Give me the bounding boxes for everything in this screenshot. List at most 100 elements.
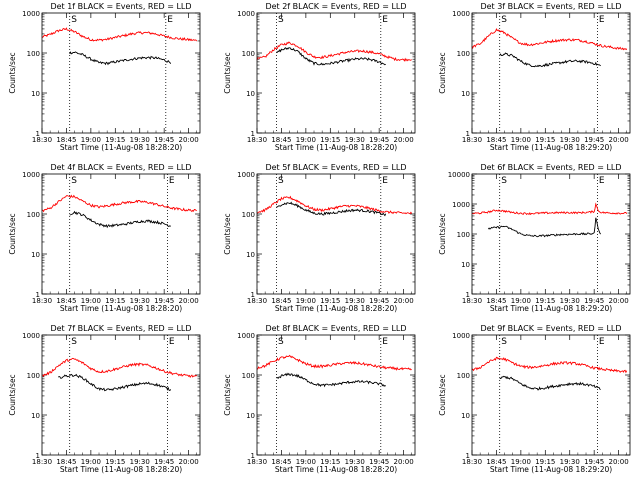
x-tick-label: 19:00 xyxy=(511,297,531,305)
panel-5: Det 5f BLACK = Events, RED = LLD 1 10 100 10… xyxy=(223,163,416,313)
series-line-events xyxy=(487,217,602,238)
x-tick-label: 19:30 xyxy=(345,297,365,305)
marker-label: S xyxy=(71,15,77,25)
panel-4: Det 4f BLACK = Events, RED = LLD 1 10 100 10… xyxy=(8,163,201,313)
x-tick-label: 19:15 xyxy=(535,297,555,305)
x-tick-label: 18:45 xyxy=(56,458,76,466)
marker-label: E xyxy=(599,337,605,347)
y-tick-label: 10000 xyxy=(448,171,470,179)
y-tick-label: 1 xyxy=(466,291,470,299)
x-tick-label: 19:45 xyxy=(369,297,389,305)
series-line-lld xyxy=(471,202,628,216)
marker-label: E xyxy=(382,176,388,186)
y-tick-label: 10 xyxy=(461,90,470,98)
x-tick-label: 18:45 xyxy=(271,458,291,466)
plot-frame xyxy=(41,12,201,134)
x-tick-label: 19:00 xyxy=(511,458,531,466)
y-tick-label: 1 xyxy=(36,452,40,460)
y-tick-label: 1 xyxy=(251,130,255,138)
series-line-lld xyxy=(256,354,412,371)
y-axis-label: Counts/sec xyxy=(438,52,447,93)
x-tick-label: 19:30 xyxy=(560,458,580,466)
panel-1: Det 1f BLACK = Events, RED = LLD 1 10 100 10… xyxy=(8,2,201,152)
y-tick-label: 100 xyxy=(27,211,40,219)
y-axis-label: Counts/sec xyxy=(223,374,232,415)
x-tick-label: 19:15 xyxy=(535,136,555,144)
plot-frame xyxy=(256,12,416,134)
x-tick-label: 20:00 xyxy=(609,136,629,144)
series-line-events xyxy=(276,201,387,217)
marker-label: E xyxy=(599,15,605,25)
y-tick-label: 100 xyxy=(27,372,40,380)
y-tick-label: 1000 xyxy=(237,332,255,340)
x-tick-label: 20:00 xyxy=(394,297,414,305)
panel-title: Det 4f BLACK = Events, RED = LLD xyxy=(50,163,191,172)
panel-3: Det 3f BLACK = Events, RED = LLD 1 10 100 10… xyxy=(438,2,631,152)
series-line-events xyxy=(499,52,601,68)
x-axis-label: Start Time (11-Aug-08 18:28:20) xyxy=(275,304,397,313)
marker-label: E xyxy=(382,15,388,25)
y-axis-label: Counts/sec xyxy=(223,52,232,93)
marker-label: S xyxy=(278,176,284,186)
y-tick-label: 1000 xyxy=(237,171,255,179)
series-line-events xyxy=(276,372,386,388)
y-tick-label: 10 xyxy=(461,261,470,269)
panel-title: Det 3f BLACK = Events, RED = LLD xyxy=(480,2,621,11)
plot-frame xyxy=(471,173,631,295)
marker-label: E xyxy=(599,176,605,186)
x-tick-label: 19:30 xyxy=(560,136,580,144)
y-axis-label: Counts/sec xyxy=(438,374,447,415)
x-tick-label: 18:30 xyxy=(247,458,267,466)
series-line-lld xyxy=(41,194,197,213)
y-tick-label: 100 xyxy=(457,231,470,239)
marker-label: S xyxy=(501,176,507,186)
x-tick-label: 19:15 xyxy=(320,458,340,466)
panel-title: Det 8f BLACK = Events, RED = LLD xyxy=(265,324,406,333)
y-tick-label: 1000 xyxy=(452,10,470,18)
x-tick-label: 20:00 xyxy=(394,458,414,466)
x-tick-label: 18:45 xyxy=(271,136,291,144)
y-tick-label: 10 xyxy=(246,251,255,259)
x-tick-label: 18:30 xyxy=(247,297,267,305)
panel-title: Det 9f BLACK = Events, RED = LLD xyxy=(480,324,621,333)
x-tick-label: 19:30 xyxy=(130,297,150,305)
series-line-lld xyxy=(256,41,412,62)
x-tick-label: 20:00 xyxy=(609,297,629,305)
series-line-events xyxy=(69,210,171,229)
x-tick-label: 18:45 xyxy=(486,136,506,144)
panel-title: Det 7f BLACK = Events, RED = LLD xyxy=(50,324,191,333)
y-tick-label: 10 xyxy=(31,90,40,98)
x-tick-label: 19:45 xyxy=(584,458,604,466)
x-tick-label: 18:45 xyxy=(486,458,506,466)
series-line-lld xyxy=(42,357,197,378)
plot-frame xyxy=(256,173,416,295)
marker-label: S xyxy=(501,15,507,25)
x-axis-label: Start Time (11-Aug-08 18:28:20) xyxy=(60,465,182,474)
x-tick-label: 19:45 xyxy=(154,458,174,466)
y-tick-label: 100 xyxy=(242,211,255,219)
y-tick-label: 1000 xyxy=(452,201,470,209)
x-tick-label: 19:15 xyxy=(105,136,125,144)
y-axis-label: Counts/sec xyxy=(8,213,17,254)
y-axis-label: Counts/sec xyxy=(8,374,17,415)
y-axis-label: Counts/sec xyxy=(8,52,17,93)
panel-8: Det 8f BLACK = Events, RED = LLD 1 10 100 10… xyxy=(223,324,416,474)
y-tick-label: 1000 xyxy=(237,10,255,18)
plot-frame xyxy=(471,334,631,456)
y-tick-label: 1 xyxy=(36,291,40,299)
y-tick-label: 100 xyxy=(27,50,40,58)
x-tick-label: 19:15 xyxy=(320,136,340,144)
x-axis-label: Start Time (11-Aug-08 18:28:20) xyxy=(60,304,182,313)
x-tick-label: 18:45 xyxy=(271,297,291,305)
panel-title: Det 5f BLACK = Events, RED = LLD xyxy=(265,163,406,172)
x-tick-label: 19:45 xyxy=(154,297,174,305)
x-tick-label: 19:30 xyxy=(130,458,150,466)
y-tick-label: 10 xyxy=(461,412,470,420)
y-tick-label: 1 xyxy=(466,452,470,460)
plot-frame xyxy=(471,12,631,134)
y-tick-label: 10 xyxy=(31,251,40,259)
x-tick-label: 19:15 xyxy=(105,458,125,466)
x-tick-label: 19:30 xyxy=(130,136,150,144)
x-tick-label: 19:15 xyxy=(535,458,555,466)
